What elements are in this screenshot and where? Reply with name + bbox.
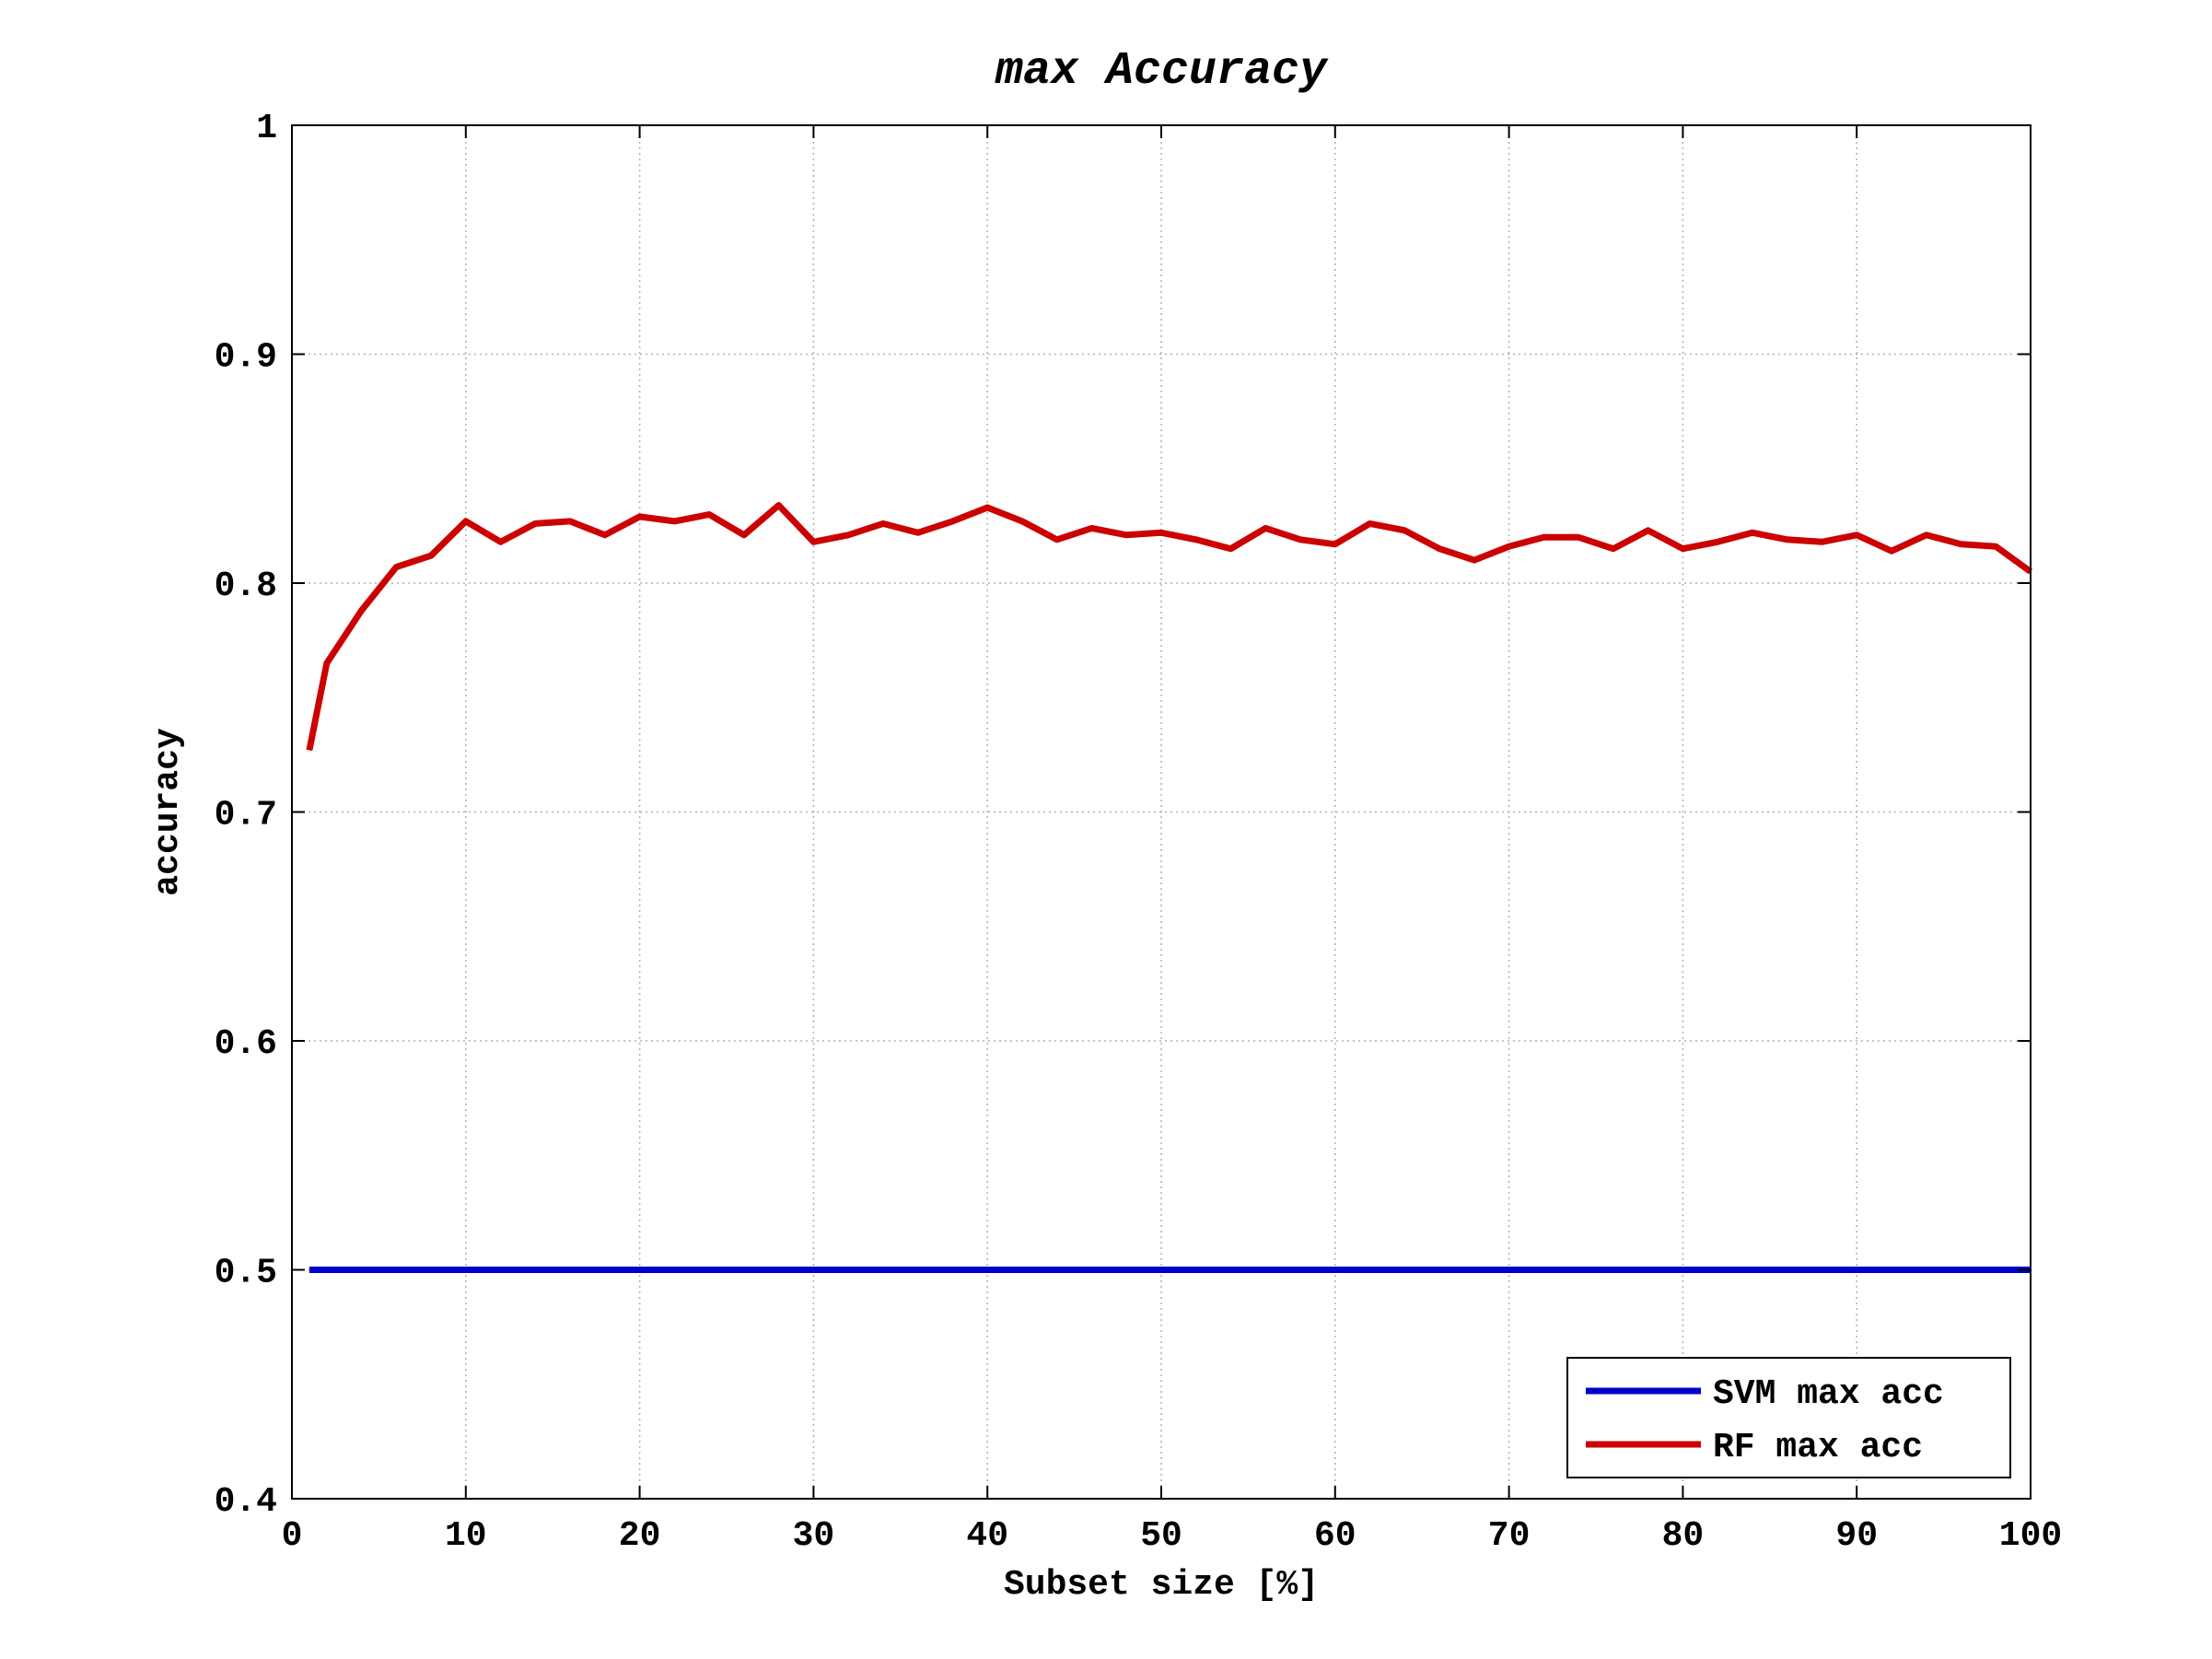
x-tick-label: 40	[966, 1516, 1008, 1556]
grid-lines	[292, 125, 2031, 1499]
x-tick-label: 90	[1835, 1516, 1878, 1556]
chart-title: max Accuracy	[995, 45, 1329, 98]
y-tick-label: 0.4	[215, 1482, 277, 1522]
x-tick-label: 100	[1999, 1516, 2062, 1556]
series-layer	[306, 502, 2033, 1273]
y-tick-label: 1	[256, 109, 277, 148]
x-tick-label: 0	[282, 1516, 303, 1556]
x-tick-label: 70	[1488, 1516, 1531, 1556]
series-line-rf	[306, 502, 2033, 752]
y-tick-label: 0.6	[215, 1024, 277, 1064]
y-tick-label: 0.9	[215, 338, 277, 378]
x-axis-label: Subset size [%]	[1004, 1565, 1319, 1605]
y-tick-label: 0.8	[215, 567, 277, 606]
x-tick-label: 10	[445, 1516, 487, 1556]
x-tick-label: 50	[1140, 1516, 1182, 1556]
legend: SVM max acc RF max acc	[1566, 1357, 2011, 1478]
y-axis-label: accuracy	[148, 728, 188, 896]
legend-box	[1566, 1357, 2011, 1478]
legend-label-svm: SVM max acc	[1713, 1374, 1944, 1414]
x-tick-label: 80	[1662, 1516, 1705, 1556]
y-tick-label: 0.7	[215, 796, 277, 835]
y-tick-label: 0.5	[215, 1254, 277, 1293]
x-tick-label: 20	[619, 1516, 661, 1556]
axis-ticks: 0 10 20 30 40 50 60 70 80 90 100 0.4 0.5 0.6 0.7 0.8 0.9…	[215, 109, 2063, 1556]
x-tick-label: 60	[1314, 1516, 1356, 1556]
x-tick-label: 30	[793, 1516, 835, 1556]
legend-label-rf: RF max acc	[1713, 1428, 1923, 1467]
